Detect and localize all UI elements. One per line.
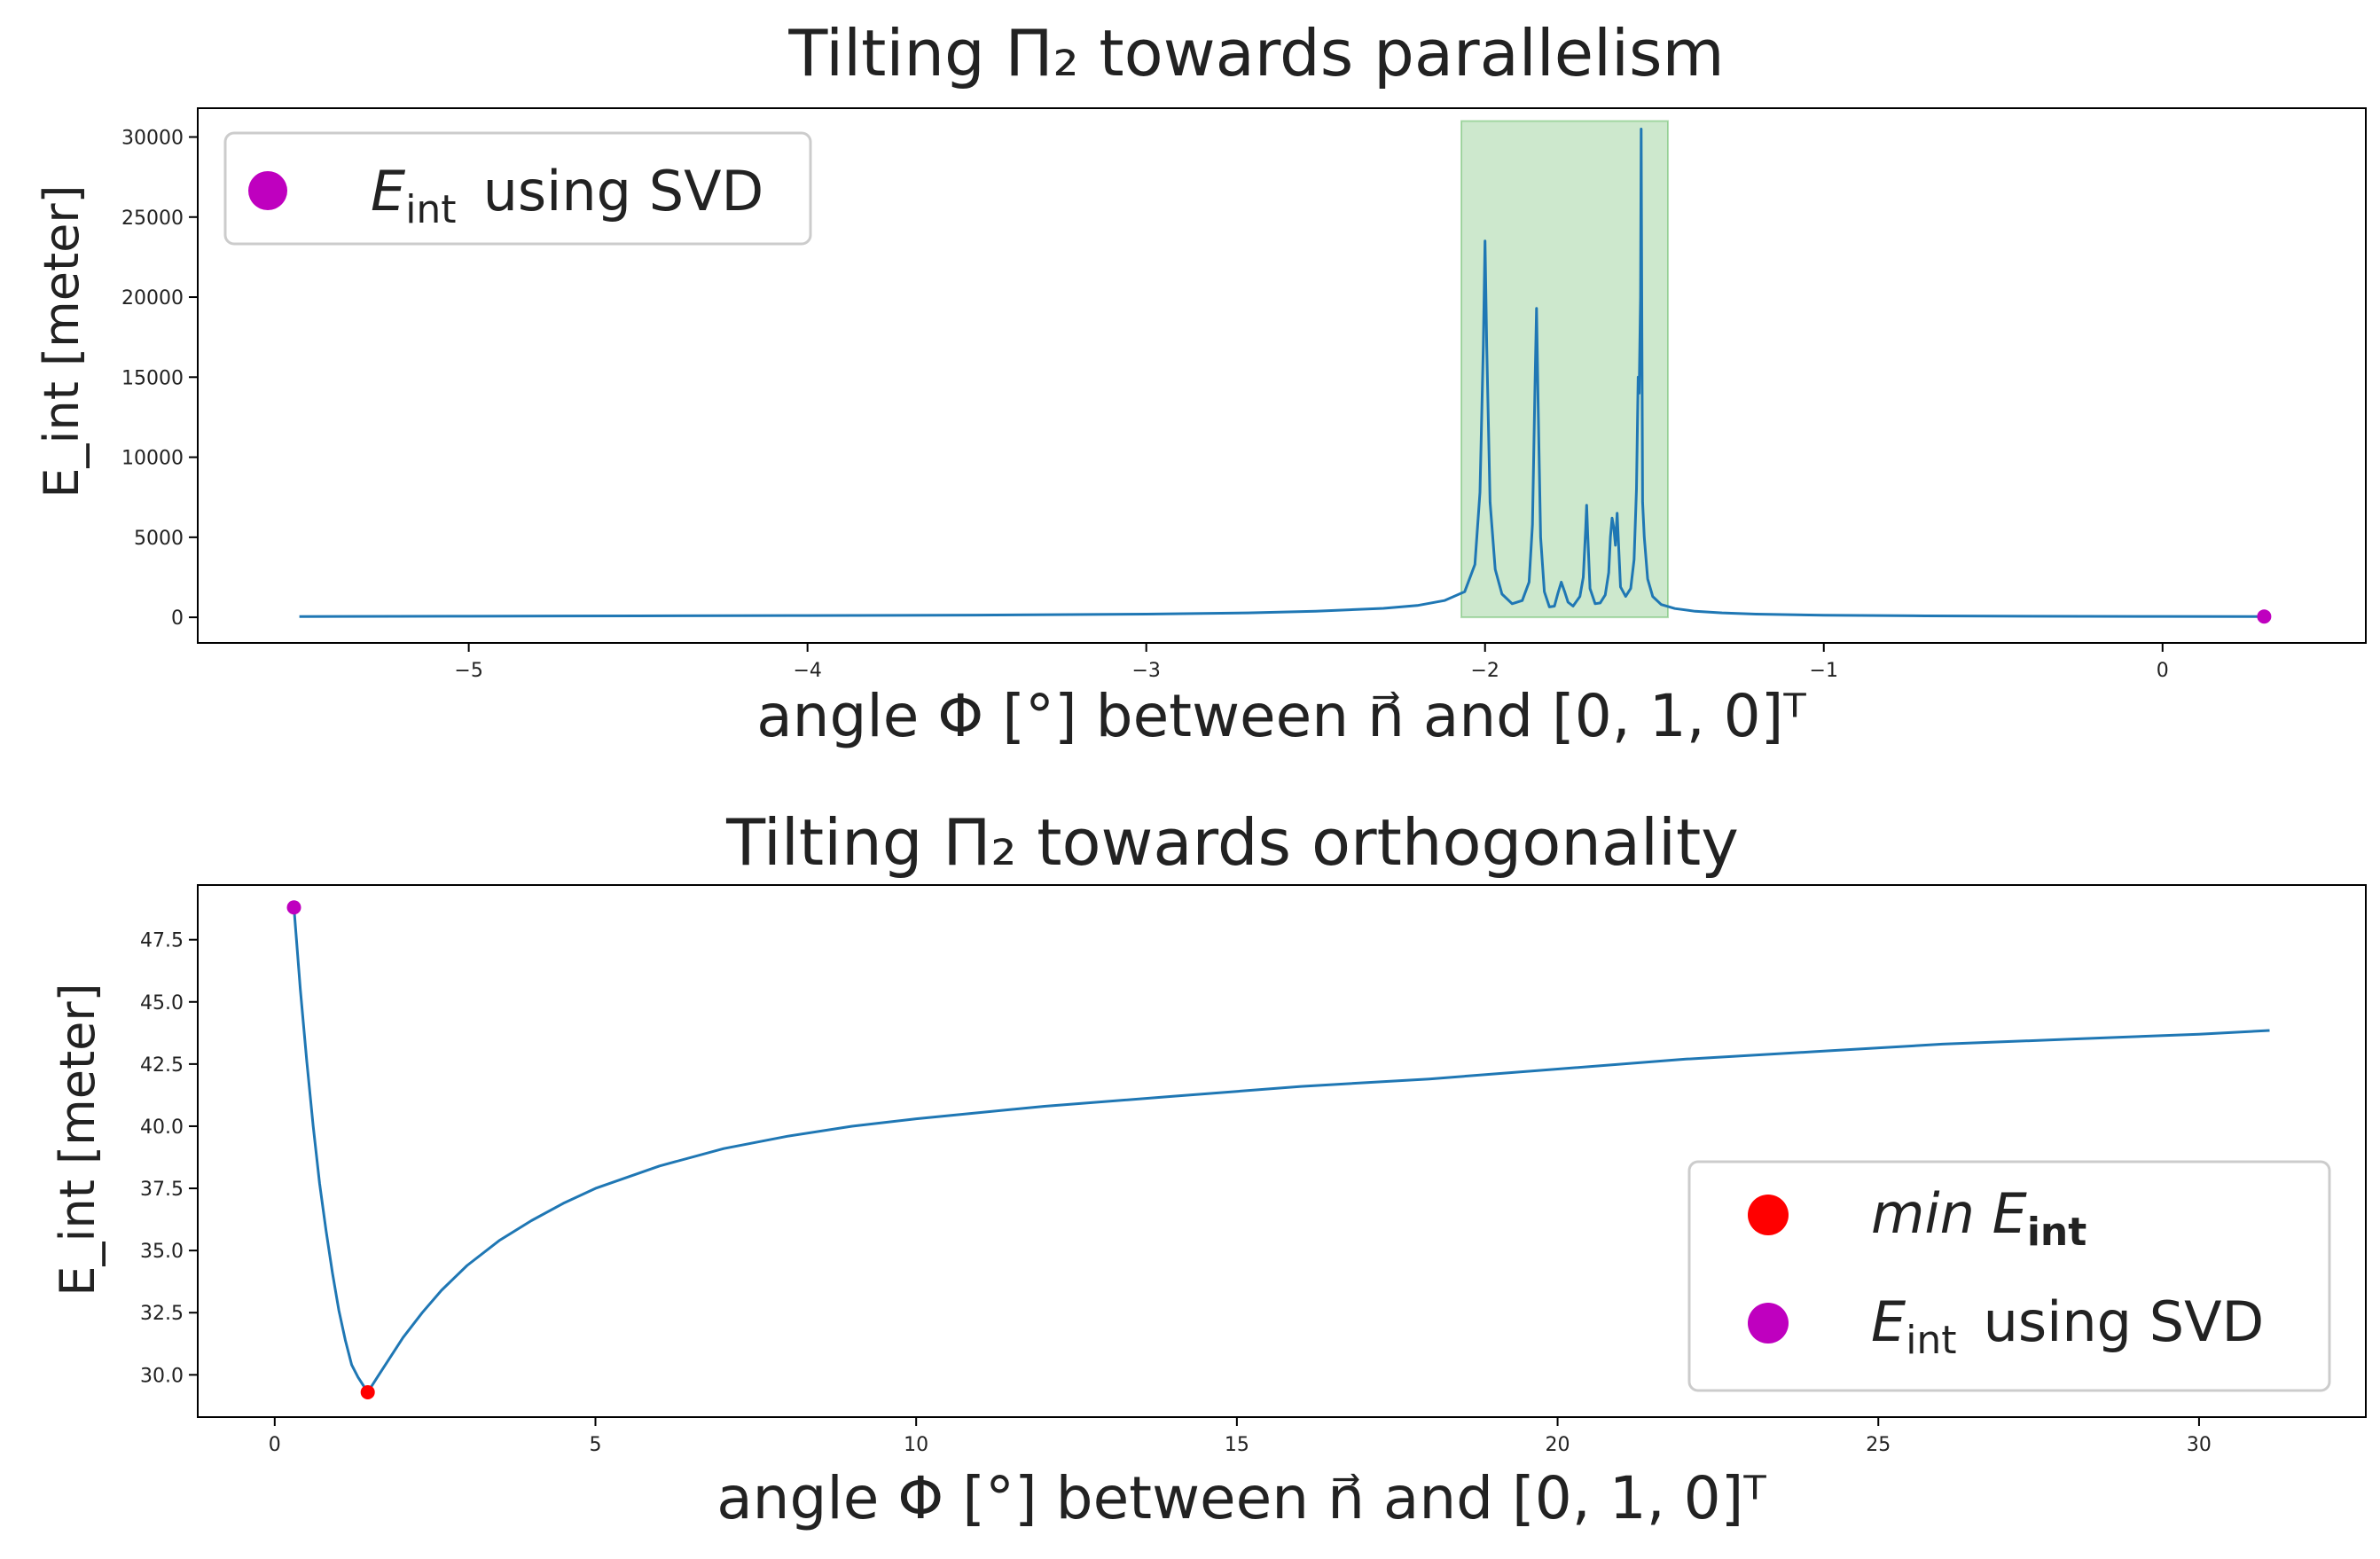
top-x-tick-label: −1 [1810, 660, 1838, 682]
bottom-x-tick-label: 0 [269, 1434, 281, 1456]
top-y-tick-label: 10000 [121, 448, 184, 470]
bottom-x-tick-label: 20 [1546, 1434, 1570, 1456]
top-x-tick-label: −2 [1471, 660, 1499, 682]
top-legend-frame [223, 131, 812, 246]
bottom-series-curves [293, 907, 2270, 1394]
bottom-data-point-1 [286, 900, 301, 915]
bottom-series-line-0 [293, 907, 2270, 1394]
bottom-x-tick-label: 25 [1866, 1434, 1891, 1456]
bottom-x-tick-label: 5 [589, 1434, 601, 1456]
top-marker-points [2257, 609, 2272, 624]
top-chart-title: Tilting Π₂ towards parallelism [787, 16, 1724, 90]
top-y-tick-label: 0 [171, 607, 184, 630]
top-y-tick-label: 15000 [121, 367, 184, 389]
top-y-tick-label: 25000 [121, 208, 184, 230]
top-chart-panel: Tilting Π₂ towards parallelism −5 −4 −3 −2−… [34, 16, 2367, 750]
bottom-y-tick-label: 32.5 [140, 1303, 184, 1325]
bottom-x-axis-ticks: 0 5 10 15 20 25 30 [269, 1417, 2212, 1456]
top-x-tick-label: −4 [793, 660, 821, 682]
bottom-chart-panel: Tilting Π₂ towards orthogonality 0 5 10 15 2… [50, 805, 2367, 1532]
top-y-axis-label: E_int [meter] [34, 184, 90, 497]
top-series-line-0 [299, 128, 2265, 618]
bottom-marker-points [286, 900, 375, 1399]
bottom-y-tick-label: 42.5 [140, 1054, 184, 1077]
bottom-chart-title: Tilting Π₂ towards orthogonality [725, 805, 1739, 880]
bottom-x-tick-label: 30 [2187, 1434, 2212, 1456]
bottom-legend-min-label: min Eint [1871, 1181, 2086, 1255]
top-series-curves [299, 128, 2265, 618]
bottom-data-point-0 [360, 1384, 375, 1399]
bottom-legend-frame [1687, 1160, 2331, 1392]
top-x-tick-label: −5 [454, 660, 482, 682]
top-x-tick-label: 0 [2157, 660, 2169, 682]
bottom-legend-min-marker [1748, 1195, 1789, 1235]
top-y-tick-label: 20000 [121, 287, 184, 309]
top-x-axis-label: angle Φ [°] between n⃗ and [0, 1, 0]ᵀ [756, 682, 1806, 750]
bottom-y-tick-label: 47.5 [140, 930, 184, 952]
bottom-legend-svd-marker [1748, 1303, 1789, 1344]
bottom-y-tick-label: 45.0 [140, 992, 184, 1015]
bottom-plot-area [197, 884, 2367, 1418]
top-highlight-region [1460, 120, 1670, 619]
top-legend: Eint using SVD [223, 131, 812, 246]
bottom-y-tick-label: 35.0 [140, 1241, 184, 1263]
top-plot-area [197, 107, 2367, 644]
top-legend-svd-label: Eint using SVD [371, 159, 763, 232]
bottom-y-tick-label: 37.5 [140, 1179, 184, 1201]
top-legend-svd-marker [248, 171, 287, 210]
top-y-tick-label: 30000 [121, 127, 184, 149]
top-data-point-0 [2257, 609, 2272, 624]
top-x-axis-ticks: −5 −4 −3 −2 −1 0 [454, 643, 2169, 682]
bottom-x-tick-label: 10 [904, 1434, 928, 1456]
bottom-legend-svd-label: Eint using SVD [1871, 1289, 2264, 1363]
bottom-y-axis-ticks: 30.0 32.5 35.0 37.5 40.0 42.5 45.0 47.5 [140, 930, 198, 1387]
bottom-y-tick-label: 40.0 [140, 1116, 184, 1139]
bottom-y-axis-label: E_int [meter] [50, 983, 106, 1296]
top-y-tick-label: 5000 [134, 528, 184, 550]
top-y-axis-ticks: 0 5000 10000 15000 20000 25000 30000 [121, 127, 198, 630]
bottom-x-axis-label: angle Φ [°] between n⃗ and [0, 1, 0]ᵀ [716, 1464, 1766, 1532]
bottom-legend: min Eint Eint using SVD [1687, 1160, 2331, 1392]
bottom-y-tick-label: 30.0 [140, 1365, 184, 1387]
bottom-x-tick-label: 15 [1225, 1434, 1249, 1456]
top-x-tick-label: −3 [1131, 660, 1160, 682]
